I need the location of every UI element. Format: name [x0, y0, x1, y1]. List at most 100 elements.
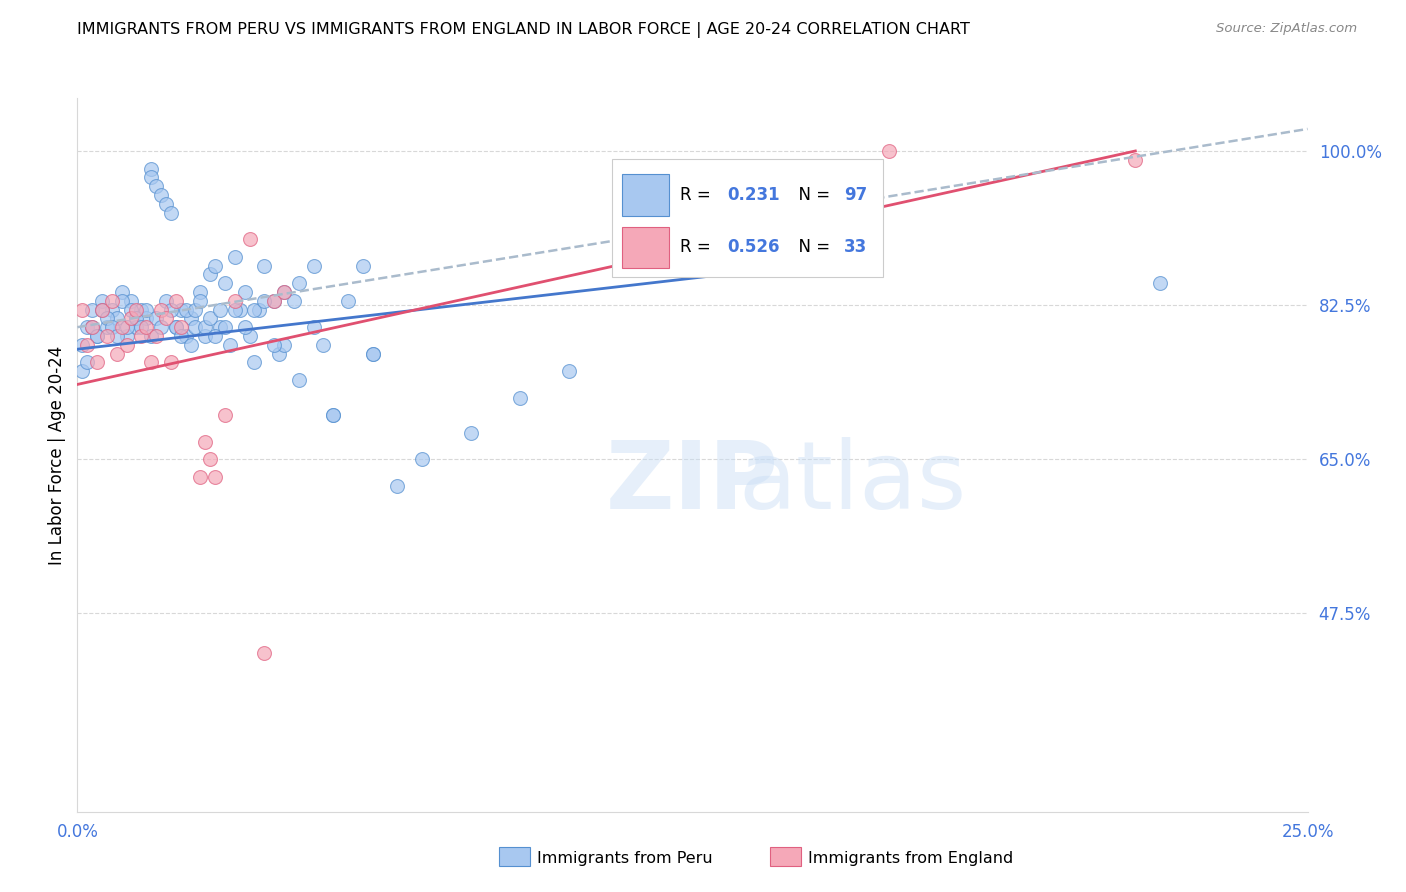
- Point: [111, 285, 132, 299]
- Point: [233, 285, 256, 299]
- Point: [165, 320, 187, 334]
- Point: [115, 320, 138, 334]
- Point: [224, 302, 246, 317]
- Point: [509, 391, 531, 405]
- Point: [82, 320, 104, 334]
- Point: [204, 329, 226, 343]
- Point: [145, 329, 167, 343]
- Point: [224, 250, 246, 264]
- Point: [150, 320, 173, 334]
- Point: [233, 320, 256, 334]
- Point: [273, 285, 295, 299]
- Point: [228, 302, 252, 317]
- Point: [322, 409, 344, 423]
- Point: [174, 329, 197, 343]
- Point: [263, 338, 285, 352]
- Text: ZIP: ZIP: [606, 437, 779, 530]
- Text: Source: ZipAtlas.com: Source: ZipAtlas.com: [1216, 22, 1357, 36]
- Text: Immigrants from Peru: Immigrants from Peru: [537, 851, 713, 865]
- Point: [273, 285, 295, 299]
- Point: [86, 329, 108, 343]
- Point: [302, 320, 325, 334]
- Point: [145, 311, 167, 326]
- Point: [204, 259, 226, 273]
- Point: [155, 293, 177, 308]
- FancyBboxPatch shape: [623, 175, 669, 216]
- Point: [96, 320, 118, 334]
- Point: [165, 320, 187, 334]
- Point: [160, 355, 183, 369]
- Point: [170, 302, 193, 317]
- Point: [129, 302, 153, 317]
- Point: [253, 259, 276, 273]
- Point: [121, 302, 143, 317]
- Point: [115, 329, 138, 343]
- Point: [76, 320, 98, 334]
- Point: [82, 320, 104, 334]
- Point: [86, 329, 108, 343]
- Point: [70, 364, 93, 378]
- Point: [96, 329, 118, 343]
- Point: [302, 259, 325, 273]
- Point: [243, 302, 266, 317]
- Point: [129, 329, 153, 343]
- Point: [239, 329, 262, 343]
- Text: N =: N =: [789, 238, 835, 256]
- Point: [214, 409, 236, 423]
- Point: [105, 311, 128, 326]
- Point: [879, 144, 901, 158]
- Point: [101, 302, 124, 317]
- Point: [200, 311, 222, 326]
- Text: IMMIGRANTS FROM PERU VS IMMIGRANTS FROM ENGLAND IN LABOR FORCE | AGE 20-24 CORRE: IMMIGRANTS FROM PERU VS IMMIGRANTS FROM …: [77, 22, 970, 38]
- Point: [90, 293, 114, 308]
- Point: [141, 329, 163, 343]
- Point: [194, 434, 217, 449]
- Point: [385, 479, 409, 493]
- Point: [322, 409, 344, 423]
- Point: [141, 170, 163, 185]
- FancyBboxPatch shape: [613, 159, 883, 277]
- Point: [111, 320, 132, 334]
- Text: 0.231: 0.231: [727, 186, 779, 204]
- Text: 97: 97: [844, 186, 868, 204]
- Point: [283, 293, 305, 308]
- Point: [111, 293, 132, 308]
- Point: [82, 302, 104, 317]
- Point: [269, 346, 291, 360]
- Point: [96, 311, 118, 326]
- Point: [135, 311, 157, 326]
- Point: [224, 293, 246, 308]
- FancyBboxPatch shape: [623, 227, 669, 268]
- Point: [160, 205, 183, 219]
- Point: [70, 302, 93, 317]
- Point: [145, 179, 167, 194]
- Point: [165, 293, 187, 308]
- Point: [76, 355, 98, 369]
- Point: [194, 329, 217, 343]
- Point: [214, 320, 236, 334]
- Text: Immigrants from England: Immigrants from England: [808, 851, 1014, 865]
- Point: [115, 338, 138, 352]
- Point: [361, 346, 384, 360]
- Point: [253, 646, 276, 660]
- Point: [150, 302, 173, 317]
- Point: [558, 364, 581, 378]
- Point: [188, 285, 212, 299]
- Point: [204, 470, 226, 484]
- Point: [312, 338, 335, 352]
- Point: [170, 329, 193, 343]
- Point: [188, 470, 212, 484]
- Point: [135, 302, 157, 317]
- Point: [90, 302, 114, 317]
- Point: [174, 302, 197, 317]
- Point: [141, 161, 163, 176]
- Text: R =: R =: [681, 186, 716, 204]
- Point: [70, 338, 93, 352]
- Point: [105, 329, 128, 343]
- Point: [411, 452, 433, 467]
- Point: [180, 338, 202, 352]
- Point: [150, 188, 173, 202]
- Point: [188, 293, 212, 308]
- Point: [155, 311, 177, 326]
- Point: [337, 293, 360, 308]
